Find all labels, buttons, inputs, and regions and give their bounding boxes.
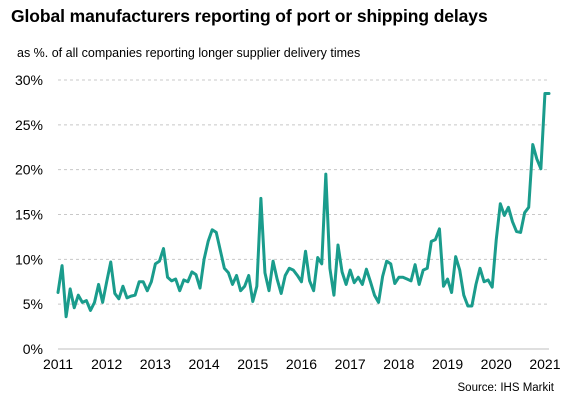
series-line [56, 91, 551, 319]
x-tick-label: 2011 [43, 356, 73, 372]
y-tick-label: 5% [23, 296, 43, 312]
source-note: Source: IHS Markit [457, 382, 555, 394]
x-axis-labels: 2011 2012 2013 2014 2015 2016 2017 2018 2019 2020… [43, 356, 561, 372]
y-tick-label: 0% [23, 341, 43, 357]
y-tick-label: 15% [15, 207, 43, 223]
y-tick-label: 30% [15, 72, 43, 88]
chart-subtitle: as %. of all companies reporting longer … [17, 46, 361, 60]
x-tick-label: 2016 [286, 356, 317, 372]
x-tick-label: 2018 [383, 356, 414, 372]
y-axis-labels: 0% 5% 10% 15% 20% 25% 30% [15, 72, 43, 357]
x-tick-label: 2021 [529, 356, 560, 372]
x-tick-label: 2019 [432, 356, 463, 372]
x-tick-label: 2017 [335, 356, 366, 372]
y-tick-label: 10% [15, 251, 43, 267]
x-tick-label: 2012 [91, 356, 122, 372]
chart-title: Global manufacturers reporting of port o… [11, 6, 488, 26]
x-tick-label: 2020 [481, 356, 512, 372]
y-tick-label: 25% [15, 117, 43, 133]
x-tick-label: 2013 [140, 356, 171, 372]
y-tick-label: 20% [15, 162, 43, 178]
x-tick-label: 2015 [237, 356, 268, 372]
x-tick-label: 2014 [189, 356, 220, 372]
